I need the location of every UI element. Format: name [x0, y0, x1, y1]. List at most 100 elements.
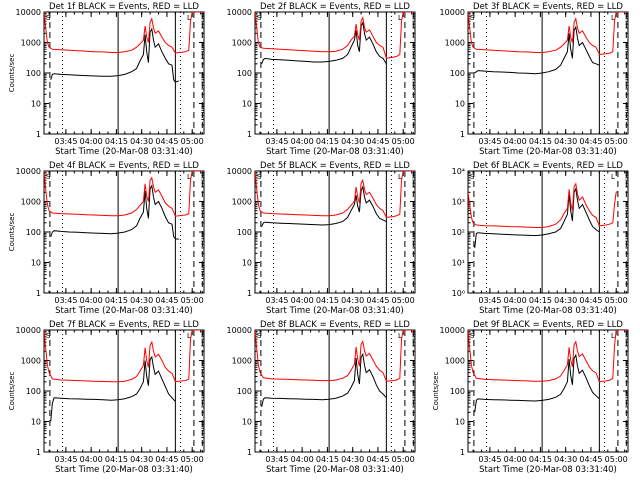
events-series-line	[474, 353, 600, 413]
x-axis-label: Start Time (20-Mar-08 03:31:40)	[266, 465, 404, 475]
panel-title: Det 1f BLACK = Events, RED = LLD	[49, 2, 199, 12]
x-tick-label: 04:30	[554, 137, 577, 146]
y-tick-label: 10⁰	[452, 289, 465, 298]
lld-series-line	[255, 330, 415, 382]
corner-label-l: L	[187, 14, 191, 22]
x-tick-label: 04:30	[130, 296, 153, 305]
events-series-line	[50, 355, 176, 422]
x-tick-label: 04:15	[316, 137, 339, 146]
x-tick-label: 04:45	[579, 455, 602, 464]
corner-label-s: S	[470, 173, 475, 181]
x-tick-label: 05:00	[181, 296, 204, 305]
x-tick-label: 04:30	[554, 296, 577, 305]
y-tick-label: 1	[36, 448, 41, 457]
events-series-line	[261, 185, 387, 227]
corner-label-s: S	[46, 173, 51, 181]
x-tick-label: 04:45	[155, 455, 178, 464]
x-tick-label: 04:00	[291, 137, 314, 146]
y-tick-label: 10	[455, 418, 465, 427]
events-series-line	[50, 184, 179, 240]
y-tick-label: 1	[247, 130, 252, 139]
panel-title: Det 9f BLACK = Events, RED = LLD	[473, 320, 623, 330]
x-axis-label: Start Time (20-Mar-08 03:31:40)	[266, 306, 404, 316]
events-series-line	[261, 352, 387, 408]
x-tick-label: 03:45	[265, 137, 288, 146]
y-tick-label: 100	[26, 228, 41, 237]
panel-title: Det 3f BLACK = Events, RED = LLD	[473, 2, 623, 12]
y-axis-label: Counts/sec	[8, 54, 16, 93]
events-series-line	[261, 21, 387, 65]
x-tick-label: 03:45	[478, 137, 501, 146]
x-tick-label: 05:00	[181, 137, 204, 146]
x-tick-label: 04:15	[105, 455, 128, 464]
corner-label-l: L	[398, 14, 402, 22]
y-tick-label: 1	[460, 130, 465, 139]
y-tick-label: 10000	[440, 326, 465, 335]
lld-series-line	[44, 12, 204, 54]
x-tick-label: 04:45	[155, 296, 178, 305]
y-tick-label: 100	[26, 387, 41, 396]
y-tick-label: 10000	[16, 167, 41, 176]
corner-label-s: S	[470, 14, 475, 22]
x-tick-label: 04:30	[341, 296, 364, 305]
y-axis-label: Counts/sec	[8, 372, 16, 411]
series-group	[255, 330, 415, 408]
x-tick-label: 04:45	[366, 455, 389, 464]
y-tick-label: 1	[460, 448, 465, 457]
x-tick-label: 04:00	[504, 137, 527, 146]
x-tick-label: 03:45	[54, 296, 77, 305]
y-tick-label: 1000	[21, 39, 41, 48]
x-axis-label: Start Time (20-Mar-08 03:31:40)	[55, 147, 193, 157]
series-group	[468, 330, 628, 413]
corner-label-l: L	[611, 173, 615, 181]
y-tick-label: 10¹	[452, 259, 465, 268]
y-tick-label: 10	[31, 259, 41, 268]
x-tick-label: 04:45	[155, 137, 178, 146]
y-tick-label: 1	[36, 130, 41, 139]
panel-title: Det 6f BLACK = Events, RED = LLD	[473, 161, 623, 171]
lld-series-line	[255, 12, 415, 59]
series-group	[255, 171, 415, 227]
x-tick-label: 04:15	[529, 296, 552, 305]
detector-panel: Det 3f BLACK = Events, RED = LLD 1 10 100 10…	[440, 2, 629, 157]
x-tick-label: 04:00	[504, 455, 527, 464]
panel-title: Det 8f BLACK = Events, RED = LLD	[260, 320, 410, 330]
corner-label-l: L	[611, 332, 615, 340]
y-tick-label: 10000	[16, 8, 41, 17]
detector-panel: Det 6f BLACK = Events, RED = LLD 10⁰ 10¹ 10…	[452, 161, 629, 316]
series-group	[44, 171, 204, 240]
y-tick-label: 1000	[445, 39, 465, 48]
x-tick-label: 04:00	[80, 137, 103, 146]
y-tick-label: 10	[242, 418, 252, 427]
panel-title: Det 2f BLACK = Events, RED = LLD	[260, 2, 410, 12]
panel-title: Det 7f BLACK = Events, RED = LLD	[49, 320, 199, 330]
x-tick-label: 05:00	[392, 137, 415, 146]
x-tick-label: 04:30	[341, 455, 364, 464]
y-tick-label: 1000	[232, 198, 252, 207]
x-tick-label: 04:00	[80, 455, 103, 464]
x-tick-label: 03:45	[478, 455, 501, 464]
events-series-line	[50, 27, 179, 83]
y-tick-label: 10000	[227, 326, 252, 335]
y-tick-label: 10	[31, 418, 41, 427]
lld-series-line	[468, 12, 628, 56]
corner-label-l: L	[398, 173, 402, 181]
x-tick-label: 04:30	[130, 455, 153, 464]
y-tick-label: 100	[237, 228, 252, 237]
events-series-line	[474, 187, 600, 248]
series-group	[255, 12, 415, 65]
y-tick-label: 1000	[21, 357, 41, 366]
y-tick-label: 100	[450, 69, 465, 78]
detector-panel: Det 5f BLACK = Events, RED = LLD 1 10 100 10…	[227, 161, 416, 316]
series-group	[468, 12, 628, 75]
y-tick-label: 10000	[227, 8, 252, 17]
panel-title: Det 5f BLACK = Events, RED = LLD	[260, 161, 410, 171]
y-tick-label: 1000	[445, 357, 465, 366]
y-axis-label: Counts/sec	[432, 372, 440, 411]
y-tick-label: 100	[26, 69, 41, 78]
y-tick-label: 1000	[232, 39, 252, 48]
corner-label-s: S	[470, 332, 475, 340]
series-group	[468, 182, 619, 248]
x-axis-label: Start Time (20-Mar-08 03:31:40)	[479, 465, 617, 475]
